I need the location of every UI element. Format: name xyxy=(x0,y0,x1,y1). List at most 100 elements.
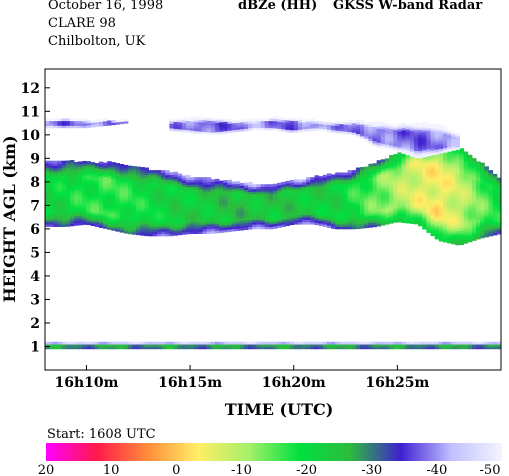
radar-cell xyxy=(405,215,411,219)
radar-cell xyxy=(264,118,270,122)
radar-cell xyxy=(260,118,266,122)
radar-cell xyxy=(53,163,58,166)
radar-cell xyxy=(248,184,253,188)
radar-cell xyxy=(418,132,423,135)
radar-cell xyxy=(239,223,245,226)
radar-cell xyxy=(422,156,427,159)
radar-cell xyxy=(53,181,58,185)
radar-cell xyxy=(297,212,303,216)
radar-cell xyxy=(496,179,501,183)
radar-cell xyxy=(492,202,498,205)
radar-cell xyxy=(98,185,104,188)
radar-cell xyxy=(484,203,489,207)
radar-cell xyxy=(434,132,440,136)
radar-cell xyxy=(459,230,465,234)
radar-cell xyxy=(335,346,340,350)
radar-cell xyxy=(401,170,407,174)
radar-cell xyxy=(455,162,460,166)
radar-cell xyxy=(405,346,411,350)
radar-cell xyxy=(447,177,452,180)
radar-cell xyxy=(297,203,303,206)
radar-cell xyxy=(281,210,286,213)
radar-cell xyxy=(243,213,249,216)
radar-cell xyxy=(248,182,253,185)
radar-cell xyxy=(185,198,191,202)
radar-cell xyxy=(430,160,436,164)
radar-cell xyxy=(405,201,411,205)
radar-cell xyxy=(405,159,411,163)
radar-cell xyxy=(347,177,353,180)
radar-cell xyxy=(389,216,394,219)
radar-cell xyxy=(82,207,87,211)
radar-cell xyxy=(169,120,174,124)
radar-cell xyxy=(447,144,452,147)
radar-cell xyxy=(463,184,469,188)
radar-cell xyxy=(343,224,349,227)
radar-cell xyxy=(98,187,104,191)
radar-cell xyxy=(45,205,50,209)
radar-cell xyxy=(243,222,249,226)
radar-cell xyxy=(438,132,444,135)
radar-cell xyxy=(447,146,452,150)
radar-cell xyxy=(74,183,79,186)
radar-cell xyxy=(331,214,336,218)
radar-cell xyxy=(368,203,373,207)
radar-cell xyxy=(252,210,257,213)
radar-cell xyxy=(227,346,232,350)
radar-cell xyxy=(227,198,232,202)
radar-cell xyxy=(94,224,100,227)
radar-cell xyxy=(61,221,67,225)
radar-cell xyxy=(82,179,87,183)
radar-cell xyxy=(144,167,150,171)
radar-cell xyxy=(194,219,199,223)
radar-cell xyxy=(206,198,212,202)
radar-cell xyxy=(107,172,112,176)
radar-cell xyxy=(169,341,174,345)
radar-cell xyxy=(123,216,129,220)
radar-cell xyxy=(252,226,257,230)
radar-cell xyxy=(194,210,199,213)
radar-cell xyxy=(355,183,361,187)
radar-cell xyxy=(422,160,427,164)
radar-cell xyxy=(496,227,501,230)
radar-cell xyxy=(459,204,465,208)
radar-cell xyxy=(488,198,494,202)
radar-cell xyxy=(273,123,278,127)
radar-cell xyxy=(260,210,266,213)
radar-cell xyxy=(248,118,253,122)
radar-cell xyxy=(306,214,311,218)
radar-cell xyxy=(455,174,460,178)
radar-cell xyxy=(111,173,116,177)
radar-cell xyxy=(78,201,83,205)
radar-cell xyxy=(389,128,394,132)
radar-cell xyxy=(185,226,191,230)
radar-cell xyxy=(239,346,245,350)
radar-cell xyxy=(442,142,448,146)
radar-cell xyxy=(413,160,419,164)
radar-cell xyxy=(115,226,121,230)
radar-cell xyxy=(98,161,104,165)
radar-cell xyxy=(127,205,133,209)
radar-cell xyxy=(471,341,477,345)
radar-cell xyxy=(281,221,286,225)
radar-cell xyxy=(227,215,232,218)
radar-cell xyxy=(140,230,145,234)
radar-cell xyxy=(210,181,216,185)
radar-cell xyxy=(202,341,208,345)
radar-cell xyxy=(90,223,96,227)
radar-cell xyxy=(119,225,125,228)
radar-cell xyxy=(322,174,328,178)
radar-cell xyxy=(49,170,54,173)
radar-cell xyxy=(273,200,278,203)
radar-cell xyxy=(219,131,224,135)
radar-cell xyxy=(78,191,83,195)
radar-cell xyxy=(463,238,469,242)
radar-cell xyxy=(455,147,460,150)
radar-cell xyxy=(281,200,286,204)
radar-cell xyxy=(78,208,83,212)
radar-cell xyxy=(372,182,378,185)
radar-cell xyxy=(127,170,133,174)
radar-cell xyxy=(74,185,79,189)
radar-cell xyxy=(322,195,328,199)
radar-cell xyxy=(202,191,208,195)
